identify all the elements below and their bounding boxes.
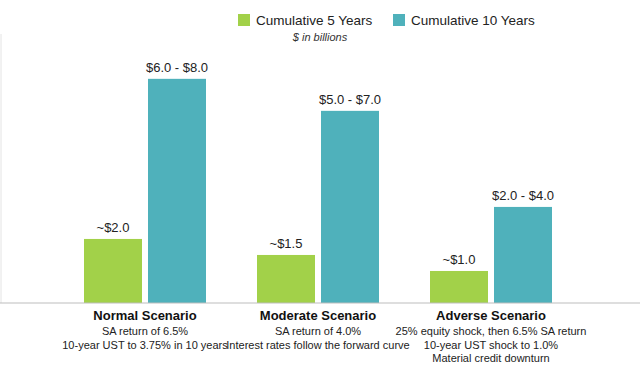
legend-swatch: [393, 14, 405, 26]
baseline: [0, 303, 640, 304]
bars: [84, 79, 552, 303]
bar: [494, 207, 552, 303]
data-label: ~$2.0: [97, 220, 130, 235]
page: {"chart_data": { "type": "bar", "subtitl…: [0, 0, 640, 376]
data-label: ~$1.5: [270, 236, 303, 251]
subtitle: $ in billions: [292, 31, 348, 43]
bar: [321, 111, 379, 303]
bar: [430, 271, 488, 303]
legend-swatch: [238, 14, 250, 26]
category-note: SA return of 4.0%: [275, 325, 361, 337]
data-label: $6.0 - $8.0: [146, 60, 208, 75]
legend-label: Cumulative 10 Years: [411, 13, 535, 28]
category-note: 25% equity shock, then 6.5% SA return: [396, 325, 587, 337]
legend-label: Cumulative 5 Years: [256, 13, 373, 28]
category-note: Material credit downturn: [432, 352, 549, 364]
bar: [257, 255, 315, 303]
y-axis-line: [1, 34, 2, 303]
category-note: 10-year UST to 3.75% in 10 years: [62, 339, 228, 351]
data-label: $5.0 - $7.0: [319, 92, 381, 107]
category-label: Normal Scenario: [93, 308, 196, 323]
category-note: SA return of 6.5%: [102, 325, 188, 337]
data-label: $2.0 - $4.0: [492, 188, 554, 203]
category-label: Adverse Scenario: [436, 308, 546, 323]
data-label: ~$1.0: [443, 252, 476, 267]
category-label: Moderate Scenario: [260, 308, 376, 323]
chart: Cumulative 5 Years Cumulative 10 Years $ i…: [0, 0, 640, 376]
bar: [148, 79, 206, 303]
bar: [84, 239, 142, 303]
category-note: Interest rates follow the forward curve: [226, 339, 409, 351]
category-note: 10-year UST shock to 1.0%: [424, 339, 559, 351]
